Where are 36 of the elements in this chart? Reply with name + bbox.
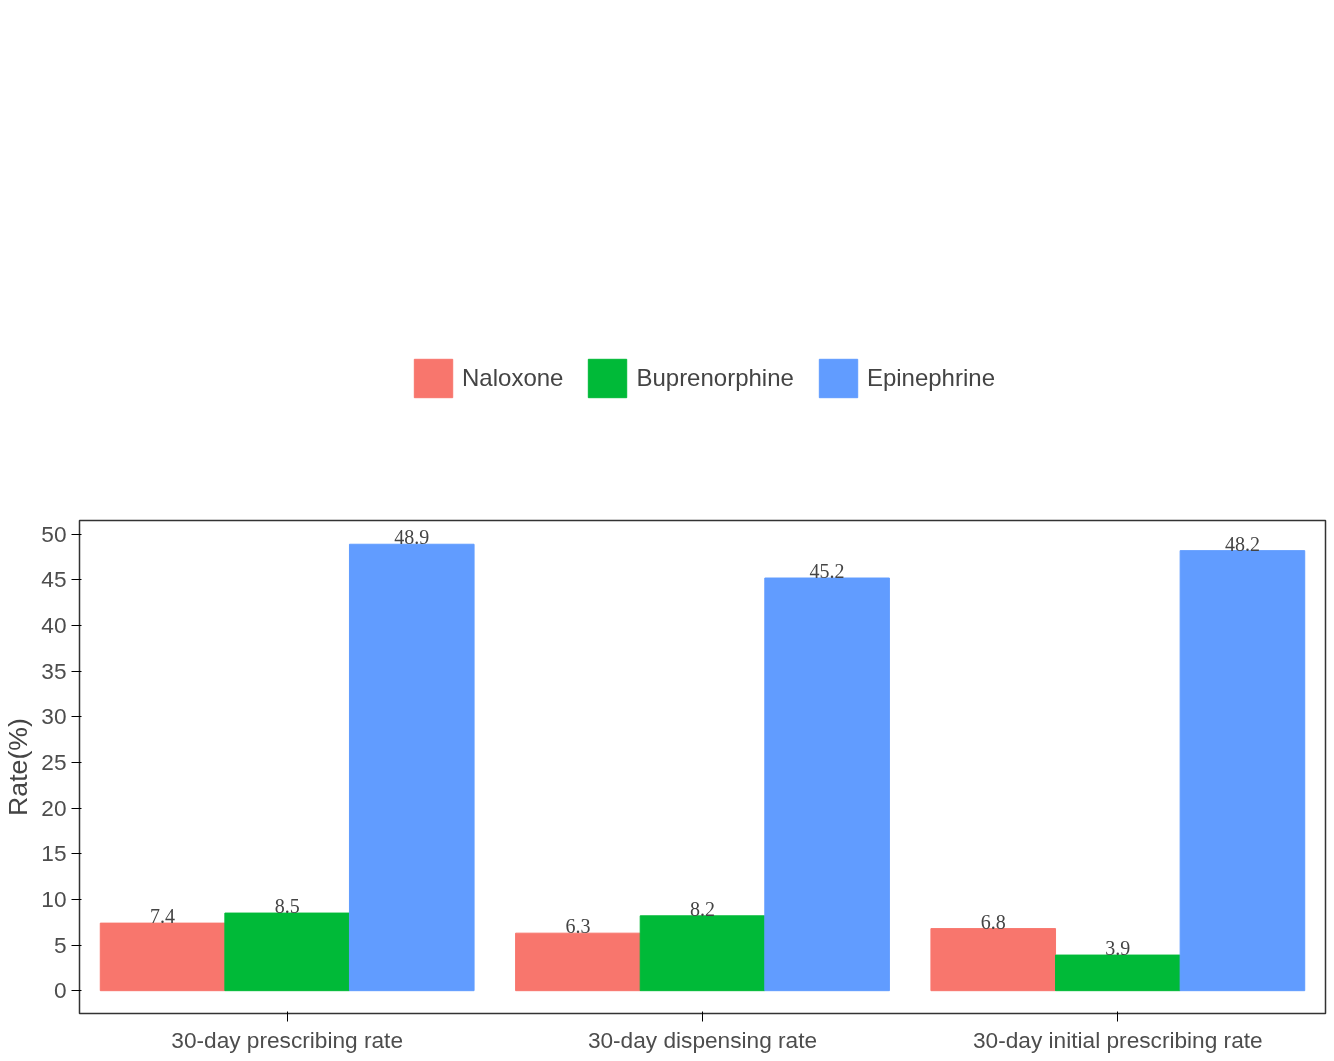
data-label: 8.5 (274, 895, 300, 918)
bar (224, 912, 350, 992)
bar (515, 932, 641, 992)
y-tick-label: 25 (41, 748, 67, 775)
y-tick-label: 10 (41, 885, 67, 912)
bar (99, 922, 226, 992)
data-label: 48.2 (1224, 532, 1260, 555)
y-axis-title: Rate(%) (3, 718, 34, 816)
y-tick-label: 50 (41, 520, 67, 547)
bar (930, 928, 1057, 992)
data-label: 6.3 (565, 915, 591, 938)
y-tick-label: 5 (53, 931, 67, 958)
bar (764, 577, 890, 992)
data-label: 45.2 (809, 560, 845, 583)
legend-label: Epinephrine (866, 364, 995, 392)
x-tick-label: 30-day prescribing rate (171, 1026, 404, 1053)
legend-label: Buprenorphine (636, 364, 794, 392)
bar (1055, 954, 1181, 992)
y-tick-label: 15 (41, 840, 67, 867)
y-tick-label: 0 (53, 977, 67, 1004)
bar (1179, 550, 1306, 992)
x-tick-label: 30-day dispensing rate (587, 1026, 818, 1053)
legend-label: Naloxone (462, 364, 564, 392)
bar (348, 543, 475, 992)
data-label: 8.2 (690, 897, 715, 920)
bar (639, 915, 766, 992)
data-label: 6.8 (980, 910, 1006, 933)
y-tick-label: 35 (41, 657, 67, 684)
y-tick-label: 30 (41, 703, 67, 730)
data-label: 3.9 (1105, 937, 1131, 960)
y-tick-label: 45 (41, 566, 67, 593)
y-tick-label: 40 (41, 611, 67, 638)
y-tick-label: 20 (41, 794, 67, 821)
data-label: 7.4 (150, 905, 176, 928)
x-tick-label: 30-day initial prescribing rate (973, 1026, 1263, 1053)
data-label: 48.9 (394, 526, 430, 549)
